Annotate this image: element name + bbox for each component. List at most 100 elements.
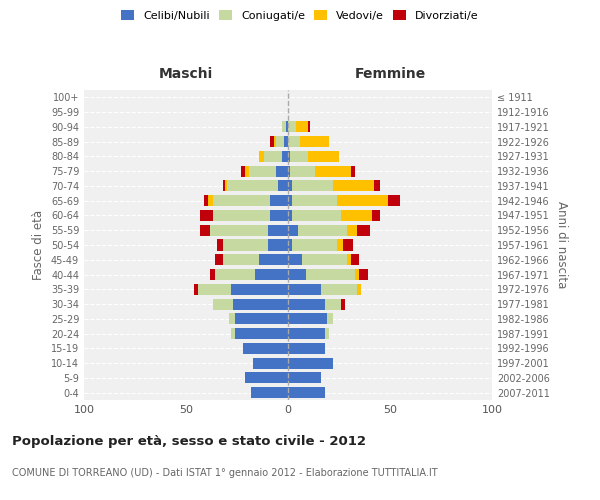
Bar	[274, 136, 276, 147]
Bar	[215, 269, 256, 280]
Text: Popolazione per età, sesso e stato civile - 2012: Popolazione per età, sesso e stato civil…	[12, 435, 366, 448]
Bar	[212, 210, 269, 221]
Bar	[288, 358, 333, 368]
Bar	[200, 224, 211, 236]
Bar	[388, 195, 400, 206]
Bar	[215, 254, 223, 266]
Bar	[288, 298, 325, 310]
Bar	[347, 254, 351, 266]
Bar	[358, 224, 370, 236]
Bar	[341, 210, 371, 221]
Bar	[198, 284, 231, 295]
Text: Femmine: Femmine	[355, 66, 425, 80]
Bar	[268, 240, 288, 250]
Bar	[231, 284, 288, 295]
Bar	[290, 151, 308, 162]
Bar	[227, 180, 278, 192]
Bar	[288, 136, 300, 147]
Bar	[194, 284, 198, 295]
Bar	[212, 298, 233, 310]
Bar	[292, 210, 341, 221]
Bar	[292, 240, 337, 250]
Bar	[358, 284, 361, 295]
Bar	[302, 254, 347, 266]
Bar	[245, 166, 249, 176]
Bar	[284, 136, 288, 147]
Y-axis label: Anni di nascita: Anni di nascita	[555, 202, 568, 288]
Bar	[307, 269, 355, 280]
Bar	[288, 180, 292, 192]
Bar	[211, 224, 268, 236]
Bar	[256, 269, 288, 280]
Bar	[229, 314, 235, 324]
Bar	[253, 358, 288, 368]
Bar	[371, 210, 380, 221]
Bar	[288, 240, 292, 250]
Bar	[288, 314, 327, 324]
Bar	[327, 314, 333, 324]
Bar	[212, 195, 269, 206]
Bar	[276, 136, 284, 147]
Bar	[288, 387, 325, 398]
Bar	[292, 180, 333, 192]
Bar	[259, 254, 288, 266]
Bar	[245, 372, 288, 384]
Bar	[251, 387, 288, 398]
Bar	[359, 269, 368, 280]
Bar	[288, 224, 298, 236]
Bar	[288, 195, 292, 206]
Bar	[320, 284, 358, 295]
Bar	[347, 224, 358, 236]
Bar	[217, 240, 223, 250]
Bar	[298, 224, 347, 236]
Bar	[288, 254, 302, 266]
Bar	[288, 122, 296, 132]
Bar	[208, 195, 212, 206]
Bar	[314, 166, 351, 176]
Bar	[282, 151, 288, 162]
Bar	[288, 210, 292, 221]
Bar	[243, 343, 288, 354]
Bar	[249, 166, 276, 176]
Bar	[268, 224, 288, 236]
Bar	[325, 328, 329, 339]
Bar	[292, 195, 337, 206]
Bar	[223, 254, 259, 266]
Bar	[282, 122, 286, 132]
Bar	[374, 180, 380, 192]
Bar	[278, 180, 288, 192]
Bar	[351, 166, 355, 176]
Bar	[223, 240, 268, 250]
Bar	[288, 343, 325, 354]
Bar	[341, 298, 345, 310]
Bar	[333, 180, 374, 192]
Bar	[286, 122, 288, 132]
Bar	[288, 372, 320, 384]
Bar	[231, 328, 235, 339]
Bar	[276, 166, 288, 176]
Bar	[235, 328, 288, 339]
Bar	[241, 166, 245, 176]
Bar	[263, 151, 282, 162]
Bar	[233, 298, 288, 310]
Bar	[269, 210, 288, 221]
Bar	[205, 195, 208, 206]
Bar	[296, 122, 308, 132]
Bar	[211, 269, 215, 280]
Bar	[225, 180, 227, 192]
Bar	[300, 136, 329, 147]
Bar	[259, 151, 263, 162]
Bar	[343, 240, 353, 250]
Bar	[288, 269, 307, 280]
Bar	[337, 195, 388, 206]
Bar	[308, 122, 310, 132]
Bar	[351, 254, 359, 266]
Bar	[223, 180, 225, 192]
Bar	[288, 284, 320, 295]
Bar	[269, 136, 274, 147]
Bar	[325, 298, 341, 310]
Bar	[288, 328, 325, 339]
Bar	[308, 151, 339, 162]
Legend: Celibi/Nubili, Coniugati/e, Vedovi/e, Divorziati/e: Celibi/Nubili, Coniugati/e, Vedovi/e, Di…	[117, 6, 483, 25]
Bar	[337, 240, 343, 250]
